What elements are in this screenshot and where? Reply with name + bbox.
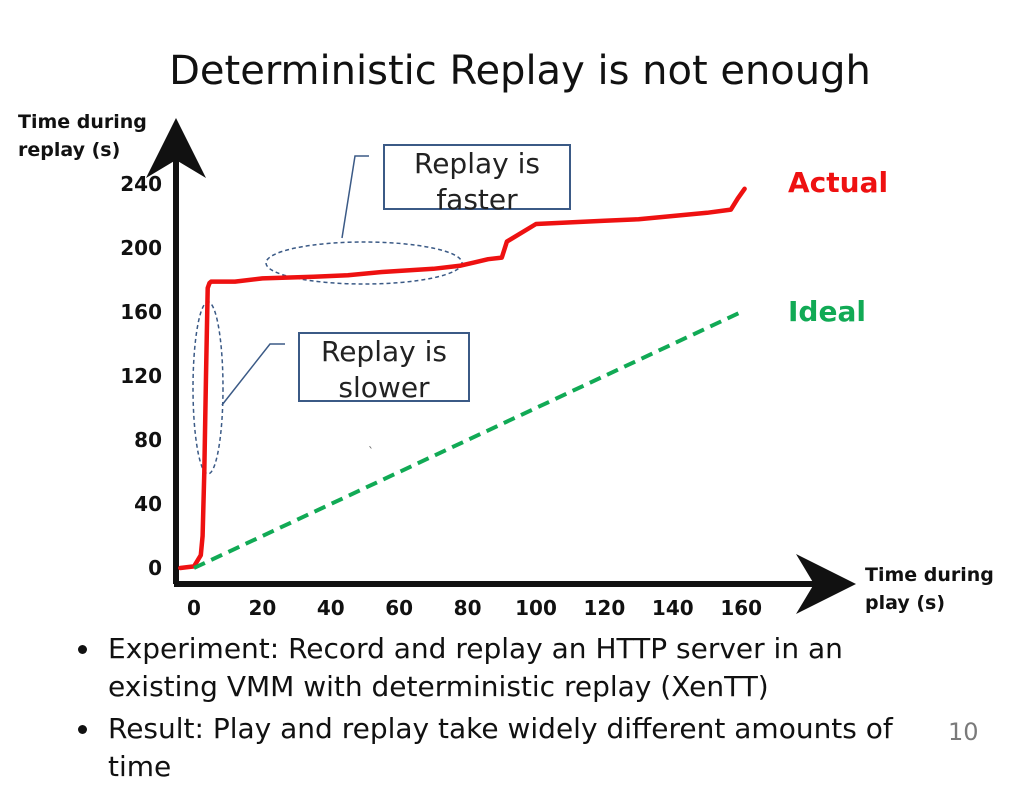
y-tick-label: 40 [134, 492, 162, 516]
bullet-item: Experiment: Record and replay an HTTP se… [76, 630, 946, 706]
bullet-item: Result: Play and replay take widely diff… [76, 710, 946, 786]
series-label-ideal: Ideal [788, 295, 866, 328]
callout-replay-faster: Replay is faster [383, 144, 571, 216]
bullet-dot-icon [78, 725, 87, 734]
bullet-text: Experiment: Record and replay an HTTP se… [108, 632, 843, 703]
x-tick-label: 80 [453, 596, 482, 620]
bullet-text: Result: Play and replay take widely diff… [108, 712, 893, 783]
y-axis-title-line-2: replay (s) [18, 139, 121, 161]
y-axis-title-line-1: Time during [18, 111, 147, 133]
bullet-list: Experiment: Record and replay an HTTP se… [76, 630, 946, 790]
x-tick-label: 120 [583, 596, 626, 620]
x-tick-label: 0 [187, 596, 201, 620]
series-line-actual [178, 186, 747, 571]
x-tick-label: 160 [720, 596, 763, 620]
y-tick-label: 80 [134, 428, 162, 452]
x-tick-label: 40 [316, 596, 345, 620]
stray-mark: ` [368, 445, 374, 459]
leader-line-slower [221, 343, 285, 406]
slide-title: Deterministic Replay is not enough [169, 48, 871, 94]
chart [146, 118, 856, 614]
axes [146, 118, 856, 614]
y-tick-label: 160 [120, 300, 162, 324]
series-group [178, 186, 747, 571]
callout-slower-line-2: slower [338, 371, 430, 404]
y-axis-title: Time during replay (s) [18, 108, 168, 164]
y-tick-label: 200 [120, 236, 162, 260]
y-tick-label: 240 [120, 172, 162, 196]
callout-slower-line-1: Replay is [321, 335, 447, 368]
x-tick-label: 100 [515, 596, 557, 620]
x-axis-title-line-1: Time during [865, 564, 994, 586]
y-tick-label: 120 [120, 364, 162, 388]
x-tick-label: 60 [385, 596, 414, 620]
callout-faster-line-2: faster [436, 183, 518, 216]
x-tick-label: 140 [651, 596, 694, 620]
series-line-ideal [193, 310, 743, 570]
leader-line-faster [341, 155, 369, 239]
callout-replay-slower: Replay is slower [298, 332, 470, 404]
x-axis-title: Time during play (s) [865, 561, 1015, 617]
page-number: 10 [948, 718, 979, 746]
callout-faster-line-1: Replay is [414, 147, 540, 180]
x-axis-title-line-2: play (s) [865, 592, 946, 614]
series-label-actual: Actual [788, 166, 889, 199]
x-tick-label: 20 [248, 596, 277, 620]
bullet-dot-icon [78, 645, 87, 654]
y-tick-label: 0 [148, 556, 162, 580]
highlight-ellipse-faster [265, 241, 463, 285]
